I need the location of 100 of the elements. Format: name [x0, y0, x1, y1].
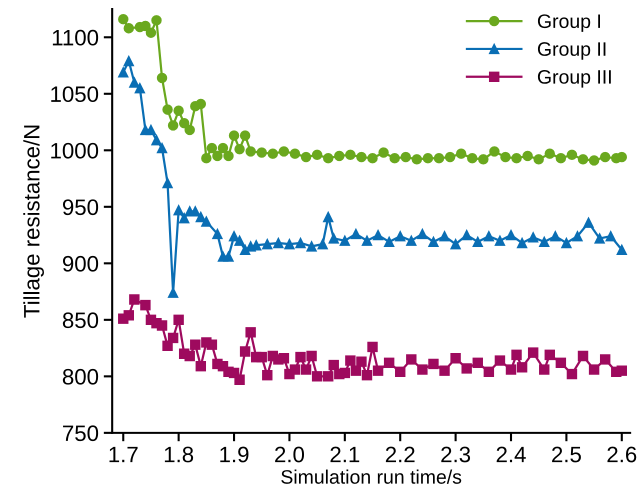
point — [306, 241, 317, 252]
point — [556, 153, 566, 164]
point — [472, 236, 483, 248]
point — [412, 154, 422, 165]
point — [256, 147, 267, 158]
y-tick-label: 950 — [62, 199, 98, 216]
point — [245, 146, 256, 157]
point — [539, 236, 550, 248]
point — [578, 154, 588, 165]
point — [461, 230, 472, 240]
y-tick-label: 800 — [62, 368, 98, 385]
point — [528, 232, 538, 243]
point — [124, 56, 134, 66]
point — [345, 150, 356, 160]
point — [228, 130, 240, 141]
point — [273, 238, 284, 248]
point — [434, 153, 444, 164]
point — [290, 148, 300, 159]
point — [600, 152, 610, 162]
x-tick-label: 2.4 — [496, 446, 526, 462]
point — [544, 148, 555, 159]
x-axis-title: Simulation run time/s — [281, 470, 462, 484]
y-tick-label: 750 — [63, 425, 98, 442]
point — [406, 236, 417, 246]
point — [616, 244, 628, 255]
point — [378, 147, 389, 158]
point — [129, 77, 140, 88]
point — [395, 230, 406, 242]
point — [268, 148, 278, 159]
point — [489, 146, 500, 157]
point — [340, 236, 350, 246]
point — [323, 212, 334, 222]
point — [422, 153, 434, 164]
point — [372, 230, 384, 240]
point — [206, 142, 218, 154]
point — [201, 153, 212, 164]
point — [384, 236, 394, 248]
point — [561, 238, 572, 248]
point — [356, 152, 367, 162]
legend-label: Group I — [538, 14, 600, 32]
point — [533, 154, 544, 165]
point — [196, 212, 206, 222]
point — [228, 230, 240, 242]
y-tick-label: 900 — [62, 256, 98, 272]
point — [594, 233, 605, 244]
point — [484, 230, 494, 242]
y-tick-label: 1100 — [52, 30, 98, 46]
point — [134, 82, 146, 94]
point — [118, 67, 128, 78]
y-tick-label: 850 — [62, 312, 98, 328]
point — [389, 153, 400, 164]
point — [173, 106, 184, 116]
point — [312, 150, 322, 160]
x-tick-label: 2.2 — [386, 446, 415, 462]
point — [173, 204, 184, 216]
point — [417, 228, 428, 240]
point — [550, 230, 561, 242]
point — [616, 152, 628, 162]
point — [456, 148, 466, 159]
point — [367, 153, 378, 164]
point — [118, 14, 128, 24]
point — [428, 236, 439, 248]
y-axis-title: Tillage resistance/N — [23, 126, 44, 318]
point — [168, 288, 178, 298]
legend-label: Group II — [538, 42, 606, 60]
point — [467, 153, 478, 164]
point — [522, 150, 533, 162]
point — [334, 150, 344, 162]
point — [234, 144, 245, 154]
point — [500, 152, 511, 162]
y-tick-label: 1050 — [51, 86, 98, 102]
point — [328, 233, 339, 244]
point — [156, 72, 168, 84]
x-tick-label: 2.5 — [552, 446, 581, 462]
point — [140, 20, 151, 32]
x-tick-label: 2.1 — [330, 446, 360, 462]
point — [516, 238, 528, 248]
x-tick-label: 1.9 — [220, 446, 248, 462]
point — [444, 152, 456, 162]
x-tick-label: 1.8 — [164, 446, 194, 462]
legend-label: Group III — [538, 70, 611, 88]
point — [572, 230, 583, 242]
point — [439, 230, 450, 242]
point — [583, 217, 594, 228]
point — [284, 238, 295, 250]
point — [212, 228, 223, 240]
point — [323, 153, 334, 164]
y-tick-label: 1000 — [51, 142, 98, 159]
point — [450, 238, 461, 250]
point — [478, 154, 489, 165]
point — [350, 228, 362, 240]
point — [196, 98, 206, 110]
point — [223, 150, 234, 162]
point — [178, 212, 190, 224]
point — [494, 236, 506, 246]
point — [400, 152, 411, 162]
point — [606, 230, 616, 242]
point — [223, 251, 234, 262]
point — [151, 15, 162, 26]
point — [201, 216, 212, 227]
